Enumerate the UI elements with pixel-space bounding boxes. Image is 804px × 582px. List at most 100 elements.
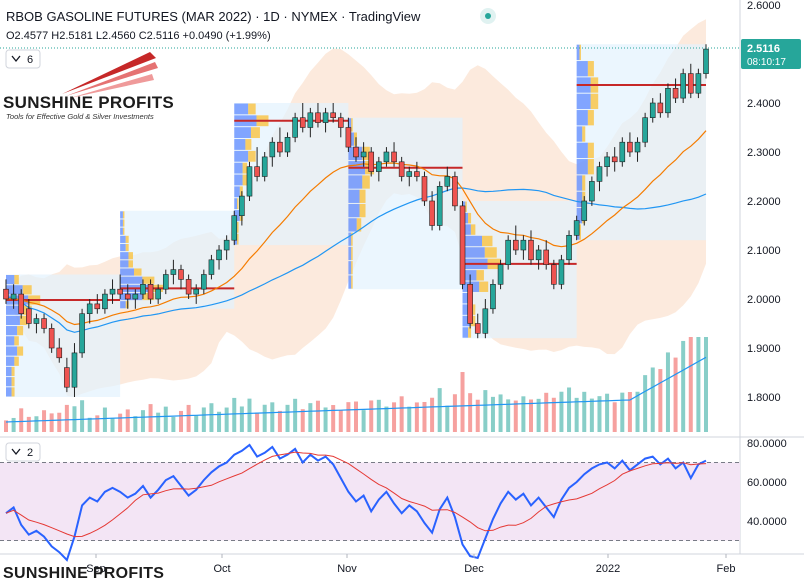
volume-profile-row	[6, 377, 12, 387]
volume-profile-row	[239, 186, 243, 198]
price-tick-label: 2.3000	[747, 147, 781, 159]
time-tick-label: Sep	[86, 563, 106, 575]
candle	[292, 112, 298, 143]
volume-bar	[277, 410, 282, 432]
volume-bar	[369, 400, 374, 432]
volume-layer	[4, 337, 708, 432]
volume-profile-row	[462, 327, 469, 338]
volume-bar	[688, 337, 693, 432]
volume-profile-row	[120, 268, 135, 276]
logo-tagline: Tools for Effective Gold & Silver Invest…	[6, 112, 154, 121]
candle-body	[695, 73, 702, 94]
candle	[634, 137, 641, 162]
candle	[170, 259, 177, 285]
candle	[649, 98, 656, 123]
candle	[573, 215, 580, 241]
volume-profile-layer	[6, 44, 706, 397]
volume-profile-row	[476, 270, 484, 281]
rsi-toggle-button[interactable]: 2	[5, 442, 41, 462]
volume-bar	[407, 406, 412, 432]
candle	[3, 279, 9, 304]
candle-body	[406, 171, 413, 177]
volume-profile-range-2	[234, 103, 349, 246]
volume-profile-row	[234, 162, 243, 174]
candle	[201, 269, 207, 295]
volume-profile-row	[462, 247, 485, 258]
volume-bar	[133, 416, 138, 432]
rsi-layer	[0, 443, 740, 562]
volume-profile-row	[470, 224, 476, 235]
candle-body	[102, 293, 108, 310]
candle-body	[292, 117, 298, 138]
candle-body	[528, 239, 534, 261]
candle-body	[239, 195, 245, 217]
candle	[436, 181, 443, 231]
volume-profile-row	[128, 260, 133, 268]
volume-profile-row	[248, 103, 256, 115]
volume-profile-row	[353, 132, 357, 146]
candle-body	[657, 102, 664, 114]
candle	[406, 166, 413, 187]
volume-profile-row	[234, 198, 238, 210]
volume-bar	[87, 417, 92, 432]
candle-body	[33, 318, 40, 324]
volume-bar	[110, 417, 115, 432]
candle-body	[170, 269, 177, 275]
rsi-tick-label: 60.0000	[747, 477, 787, 489]
candle-body	[490, 283, 496, 310]
volume-bar	[392, 402, 397, 432]
volume-profile-row	[6, 305, 23, 315]
candle	[360, 142, 367, 167]
volume-bar	[57, 412, 62, 432]
candle	[185, 274, 192, 299]
volume-bar	[597, 396, 602, 432]
candle-body	[208, 259, 215, 275]
candle	[71, 343, 78, 397]
volume-profile-range-0	[6, 274, 121, 397]
candle-body	[642, 117, 648, 143]
indicators-toggle-button[interactable]: 6	[5, 49, 41, 69]
candle	[528, 230, 534, 265]
candle-body	[429, 200, 435, 226]
candle-body	[482, 308, 489, 334]
volume-bar	[384, 406, 389, 432]
volume-bar	[300, 409, 305, 432]
volume-profile-row	[479, 281, 489, 292]
volume-profile-row	[462, 292, 469, 304]
volume-bar	[605, 393, 610, 432]
candle	[482, 299, 489, 339]
volume-bar	[194, 415, 199, 432]
candle	[79, 308, 85, 358]
candle-body	[444, 176, 451, 187]
volume-profile-row	[576, 93, 591, 110]
volume-profile-row	[234, 186, 240, 198]
volume-bar	[704, 337, 708, 432]
candle-body	[611, 156, 618, 163]
volume-profile-row	[465, 201, 467, 212]
candle	[353, 137, 359, 162]
candle-body	[109, 288, 116, 295]
volume-bar	[163, 406, 168, 432]
volume-profile-row	[470, 315, 476, 327]
volume-bar	[445, 405, 450, 432]
volume-bar	[422, 401, 427, 432]
volume-bar	[209, 403, 214, 432]
volume-ma-line	[5, 356, 707, 423]
volume-profile-row	[348, 246, 352, 261]
candle-body	[558, 259, 565, 285]
candle	[611, 147, 618, 172]
volume-profile-row	[120, 243, 126, 252]
candle	[254, 147, 260, 182]
candle-body	[147, 283, 154, 300]
candle-body	[284, 137, 291, 153]
candle-body	[132, 293, 139, 300]
candle	[566, 230, 572, 265]
volume-bar	[140, 410, 145, 432]
candle-body	[307, 112, 314, 128]
volume-profile-row	[6, 346, 18, 356]
candle	[551, 259, 557, 290]
candle-body	[353, 146, 359, 158]
candle	[680, 68, 686, 103]
volume-profile-row	[11, 366, 15, 377]
